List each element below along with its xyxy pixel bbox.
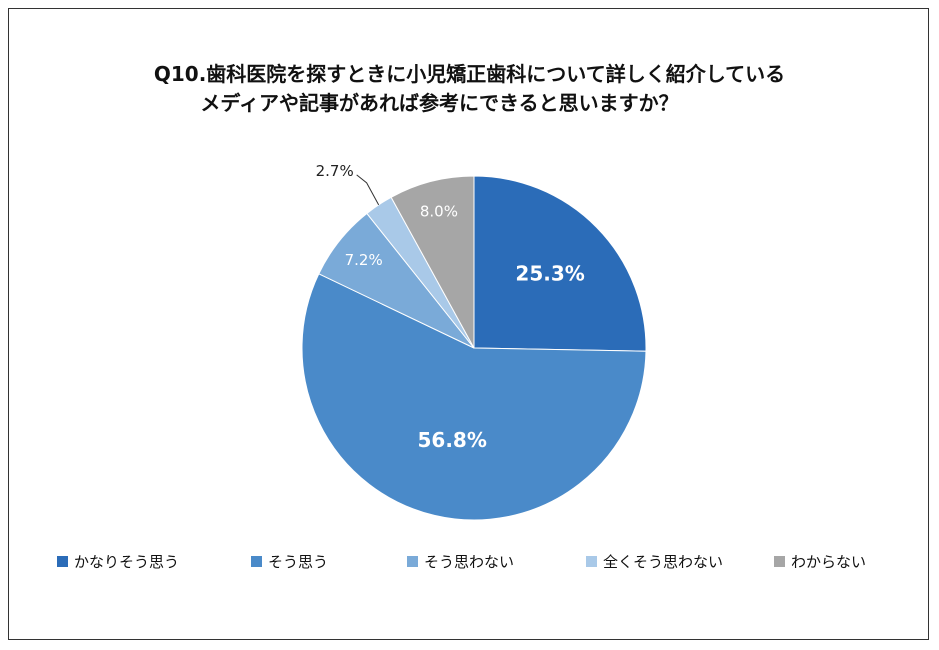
chart-legend: かなりそう思う そう思う そう思わない 全くそう思わない わからない (0, 551, 939, 575)
pie-slice-2 (301, 273, 647, 521)
legend-label-4: 全くそう思わない (603, 553, 724, 571)
legend-label-2: そう思う (268, 553, 329, 571)
pie-slice-1 (473, 175, 647, 352)
pie-data-label-1: 25.3% (515, 261, 584, 285)
pie-data-label-2: 56.8% (418, 428, 487, 452)
legend-item-2: そう思う (251, 551, 328, 572)
pie-data-label-5: 8.0% (420, 202, 458, 220)
pie-leader-line-4 (356, 174, 380, 206)
legend-item-1: かなりそう思う (57, 551, 179, 572)
legend-swatch-4 (586, 556, 597, 567)
pie-slice-5 (390, 175, 475, 349)
legend-item-4: 全くそう思わない (586, 551, 723, 572)
legend-label-1: かなりそう思う (74, 553, 180, 571)
pie-data-label-3: 7.2% (345, 251, 383, 269)
legend-swatch-5 (774, 556, 785, 567)
pie-data-label-4: 2.7% (316, 162, 354, 180)
legend-item-5: わからない (774, 551, 866, 572)
legend-label-5: わからない (791, 553, 867, 571)
legend-label-3: そう思わない (424, 553, 515, 571)
legend-swatch-3 (407, 556, 418, 567)
legend-swatch-1 (57, 556, 68, 567)
legend-item-3: そう思わない (407, 551, 514, 572)
chart-title-line-1: Q10.歯科医院を探すときに小児矯正歯科について詳しく紹介している (153, 62, 786, 86)
chart-title: Q10.歯科医院を探すときに小児矯正歯科について詳しく紹介している メディアや記… (0, 60, 939, 118)
chart-title-line-2: メディアや記事があれば参考にできると思いますか？ (200, 91, 679, 115)
legend-swatch-2 (251, 556, 262, 567)
